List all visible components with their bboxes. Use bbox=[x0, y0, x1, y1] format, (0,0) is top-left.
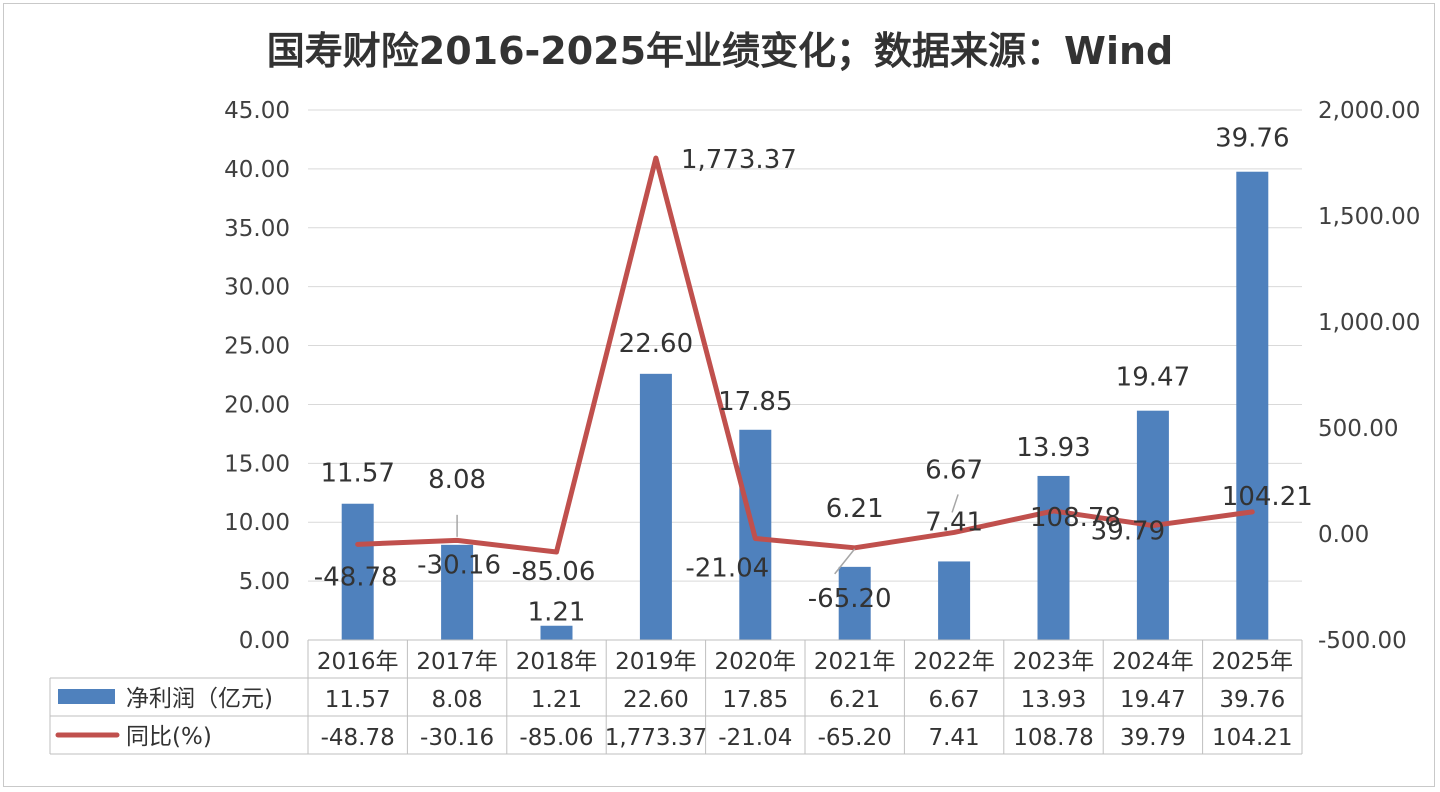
bar bbox=[341, 503, 374, 640]
x-tick-label: 2018年 bbox=[516, 649, 598, 675]
line-point bbox=[852, 545, 857, 550]
y-left-tick-label: 0.00 bbox=[239, 628, 290, 654]
y-right-tick-label: 1,000.00 bbox=[1318, 310, 1420, 336]
line-series bbox=[355, 155, 1255, 555]
line-point bbox=[1150, 523, 1155, 528]
bar bbox=[441, 544, 474, 640]
bar-data-label: 8.08 bbox=[428, 465, 486, 495]
line-data-label: -48.78 bbox=[314, 562, 398, 592]
line-point bbox=[952, 530, 957, 535]
y-left-tick-label: 30.00 bbox=[224, 275, 290, 301]
y-left-tick-label: 15.00 bbox=[224, 451, 290, 477]
table-cell: 108.78 bbox=[1013, 725, 1093, 751]
table-cell: -48.78 bbox=[321, 725, 395, 751]
legend-label: 同比(%) bbox=[126, 724, 212, 750]
bar-data-label: 13.93 bbox=[1016, 433, 1090, 463]
table-cell: 1.21 bbox=[531, 687, 582, 713]
line-point bbox=[355, 542, 360, 547]
line-point bbox=[455, 538, 460, 543]
x-tick-label: 2021年 bbox=[814, 649, 896, 675]
x-tick-label: 2023年 bbox=[1013, 649, 1095, 675]
chart-title: 国寿财险2016-2025年业绩变化；数据来源：Wind bbox=[266, 29, 1174, 73]
bar-series bbox=[341, 171, 1269, 640]
bar-data-label: 19.47 bbox=[1116, 363, 1190, 393]
data-labels: 11.57 8.08 1.21 22.60 17.85 6.21 6.67 13.93 19.4… bbox=[314, 124, 1313, 628]
legend-key-bar bbox=[58, 689, 115, 704]
y-right-tick-label: 1,500.00 bbox=[1318, 204, 1420, 230]
table-cell: -85.06 bbox=[519, 725, 593, 751]
x-tick-label: 2019年 bbox=[615, 649, 697, 675]
y-right-tick-label: 500.00 bbox=[1318, 416, 1398, 442]
line-data-label: 104.21 bbox=[1222, 482, 1313, 512]
axis-ticks: 0.00 5.00 10.00 15.00 20.00 25.00 30.00 35.00 40… bbox=[224, 98, 1420, 654]
bar-data-label: 11.57 bbox=[320, 459, 394, 489]
line-data-label: 108.78 bbox=[1030, 503, 1121, 533]
line-data-label: 39.79 bbox=[1091, 517, 1165, 547]
line-data-label: -65.20 bbox=[808, 584, 892, 614]
bar-data-label: 6.67 bbox=[925, 455, 983, 485]
table-cell: -65.20 bbox=[818, 725, 892, 751]
table-cell: 22.60 bbox=[623, 687, 689, 713]
y-left-tick-label: 35.00 bbox=[224, 216, 290, 242]
y-left-tick-label: 10.00 bbox=[224, 510, 290, 536]
bar bbox=[938, 561, 971, 640]
leader-line bbox=[951, 494, 959, 513]
leader-lines bbox=[456, 494, 959, 575]
table-cell: -21.04 bbox=[718, 725, 792, 751]
line-point bbox=[1250, 509, 1255, 514]
x-tick-label: 2017年 bbox=[416, 649, 498, 675]
y-right-tick-label: 2,000.00 bbox=[1318, 98, 1420, 124]
data-table: 2016年 2017年 2018年 2019年 2020年 2021年 2022年 2023年… bbox=[49, 639, 1303, 755]
y-right-tick-label: -500.00 bbox=[1318, 628, 1407, 654]
y-left-tick-label: 20.00 bbox=[224, 392, 290, 418]
bar-data-label: 39.76 bbox=[1215, 124, 1289, 154]
x-tick-label: 2024年 bbox=[1112, 649, 1194, 675]
table-cell: 17.85 bbox=[722, 687, 788, 713]
line-data-label: -21.04 bbox=[685, 553, 769, 583]
line-data-label: 1,773.37 bbox=[681, 145, 797, 175]
table-cell: 39.79 bbox=[1120, 725, 1186, 751]
line-point bbox=[554, 550, 559, 555]
table-cell: -30.16 bbox=[420, 725, 494, 751]
bar bbox=[1037, 475, 1070, 640]
bar-data-label: 6.21 bbox=[826, 494, 884, 524]
y-left-tick-label: 5.00 bbox=[239, 569, 290, 595]
table-cell: 104.21 bbox=[1212, 725, 1292, 751]
leader-line bbox=[834, 548, 856, 575]
bar bbox=[838, 566, 871, 640]
line-path bbox=[355, 155, 1255, 555]
bar-data-label: 22.60 bbox=[619, 329, 693, 359]
table-cell: 13.93 bbox=[1021, 687, 1087, 713]
table-cell: 6.21 bbox=[829, 687, 880, 713]
table-cell: 1,773.37 bbox=[605, 725, 707, 751]
x-tick-label: 2016年 bbox=[317, 649, 399, 675]
y-right-tick-label: 0.00 bbox=[1318, 522, 1369, 548]
x-tick-label: 2025年 bbox=[1212, 649, 1294, 675]
table-cell: 8.08 bbox=[431, 687, 482, 713]
line-data-label: -30.16 bbox=[417, 550, 501, 580]
y-left-tick-label: 45.00 bbox=[224, 98, 290, 124]
line-data-label: 7.41 bbox=[925, 507, 983, 537]
bar bbox=[639, 373, 672, 640]
table-cell: 39.76 bbox=[1219, 687, 1285, 713]
y-left-tick-label: 40.00 bbox=[224, 157, 290, 183]
bar-data-label: 1.21 bbox=[528, 598, 586, 628]
bar bbox=[540, 625, 573, 640]
table-cell: 7.41 bbox=[928, 725, 979, 751]
table-cell: 19.47 bbox=[1120, 687, 1186, 713]
table-cell: 11.57 bbox=[325, 687, 391, 713]
line-data-label: -85.06 bbox=[512, 557, 596, 587]
line-point bbox=[653, 156, 658, 161]
y-left-tick-label: 25.00 bbox=[224, 334, 290, 360]
bar-data-label: 17.85 bbox=[718, 387, 792, 417]
legend-label: 净利润（亿元) bbox=[126, 686, 273, 712]
bar bbox=[1236, 171, 1269, 640]
line-point bbox=[753, 536, 758, 541]
table-cell: 6.67 bbox=[928, 687, 979, 713]
line-point bbox=[1051, 508, 1056, 513]
x-tick-label: 2020年 bbox=[715, 649, 797, 675]
x-tick-label: 2022年 bbox=[913, 649, 995, 675]
